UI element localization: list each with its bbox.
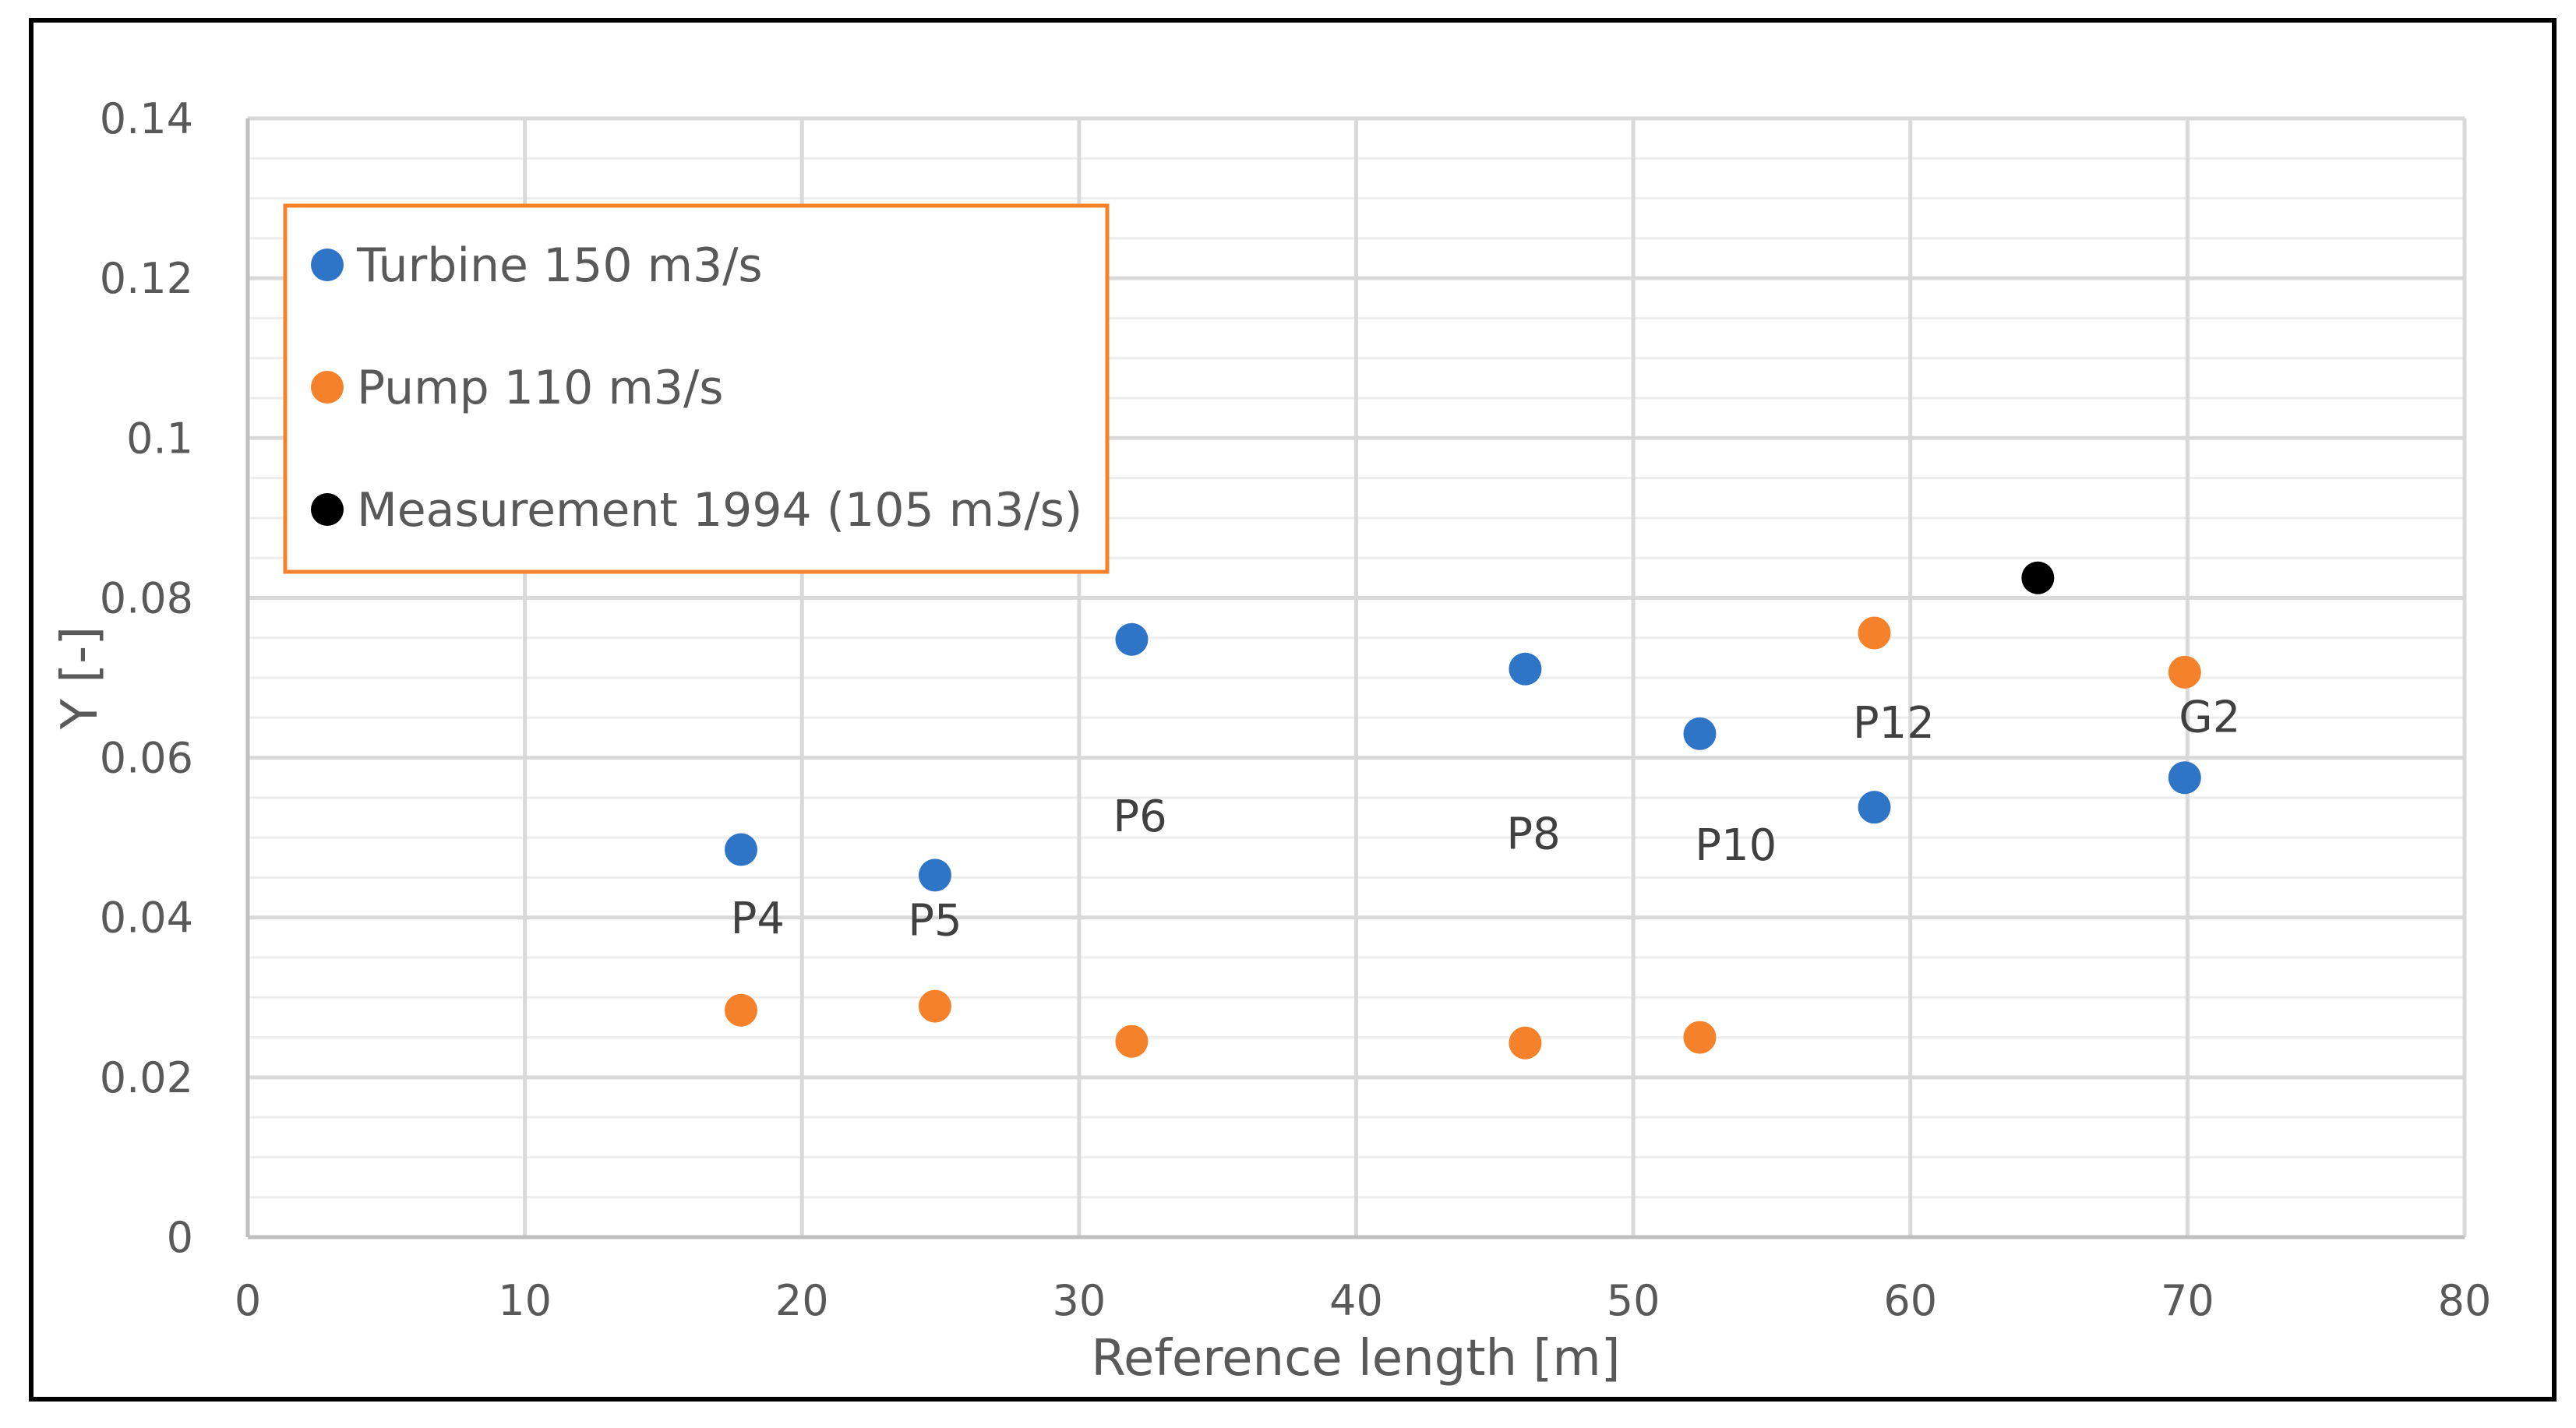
point-label-p4: P4 — [731, 894, 785, 944]
data-point-turbine-150-m3-s — [918, 859, 951, 892]
y-tick-label: 0 — [167, 1213, 193, 1262]
x-tick-label: 60 — [1883, 1276, 1937, 1325]
y-tick-label: 0.14 — [100, 94, 193, 143]
point-annotations: P4 P5 P6 P8 P10 P12 G2 — [731, 693, 2241, 947]
data-point-turbine-150-m3-s — [1858, 791, 1891, 824]
data-point-measurement-1994-105-m3-s — [2021, 561, 2055, 594]
x-tick-label: 10 — [498, 1276, 552, 1325]
y-tick-label: 0.02 — [100, 1053, 193, 1102]
data-point-pump-110-m3-s — [918, 989, 951, 1023]
legend: Turbine 150 m3/s Pump 110 m3/s Measurement… — [283, 203, 1110, 574]
point-label-p10: P10 — [1695, 820, 1777, 871]
data-point-pump-110-m3-s — [1858, 616, 1891, 650]
y-tick-labels: 0 0.02 0.04 0.06 0.08 0.1 0.12 0.14 — [100, 94, 193, 1262]
y-tick-label: 0.12 — [100, 254, 193, 303]
x-axis-title: Reference length [m] — [1091, 1330, 1620, 1387]
data-point-pump-110-m3-s — [1683, 1021, 1717, 1054]
x-tick-label: 20 — [775, 1276, 829, 1325]
data-point-turbine-150-m3-s — [2168, 761, 2201, 795]
legend-items: Turbine 150 m3/s Pump 110 m3/s Measurement… — [311, 238, 1082, 538]
x-tick-label: 70 — [2161, 1276, 2214, 1325]
x-tick-label: 50 — [1607, 1276, 1660, 1325]
point-label-p5: P5 — [908, 895, 962, 946]
x-tick-label: 80 — [2438, 1276, 2492, 1325]
point-label-p12: P12 — [1853, 698, 1935, 749]
data-point-turbine-150-m3-s — [725, 833, 758, 866]
legend-box — [283, 203, 1110, 574]
y-axis-title: Y [-] — [51, 626, 109, 730]
point-label-p6: P6 — [1113, 792, 1166, 842]
x-tick-label: 40 — [1329, 1276, 1383, 1325]
x-tick-label: 0 — [235, 1276, 261, 1325]
y-tick-label: 0.08 — [100, 573, 193, 622]
point-label-g2: G2 — [2179, 693, 2240, 743]
legend-label-measurement-1994-105-m3-s: Measurement 1994 (105 m3/s) — [357, 483, 1082, 538]
legend-marker-pump-110-m3-s — [311, 371, 344, 404]
data-point-turbine-150-m3-s — [1509, 652, 1542, 686]
legend-label-turbine-150-m3-s: Turbine 150 m3/s — [356, 238, 763, 293]
x-tick-label: 30 — [1053, 1276, 1106, 1325]
data-point-turbine-150-m3-s — [1115, 622, 1149, 656]
legend-label-pump-110-m3-s: Pump 110 m3/s — [357, 361, 723, 415]
legend-marker-turbine-150-m3-s — [311, 249, 344, 281]
point-label-p8: P8 — [1506, 809, 1560, 860]
x-tick-labels: 0 10 20 30 40 50 60 70 80 — [235, 1276, 2492, 1325]
y-tick-label: 0.04 — [100, 894, 193, 943]
axes — [245, 118, 2465, 1239]
data-point-pump-110-m3-s — [725, 993, 758, 1027]
data-point-turbine-150-m3-s — [1683, 717, 1717, 750]
y-tick-label: 0.06 — [100, 734, 193, 783]
data-point-pump-110-m3-s — [2168, 655, 2201, 689]
y-tick-label: 0.1 — [126, 414, 193, 463]
data-points — [725, 561, 2201, 1060]
data-point-pump-110-m3-s — [1509, 1026, 1542, 1060]
legend-marker-measurement-1994-105-m3-s — [311, 493, 344, 526]
data-point-pump-110-m3-s — [1115, 1024, 1149, 1058]
